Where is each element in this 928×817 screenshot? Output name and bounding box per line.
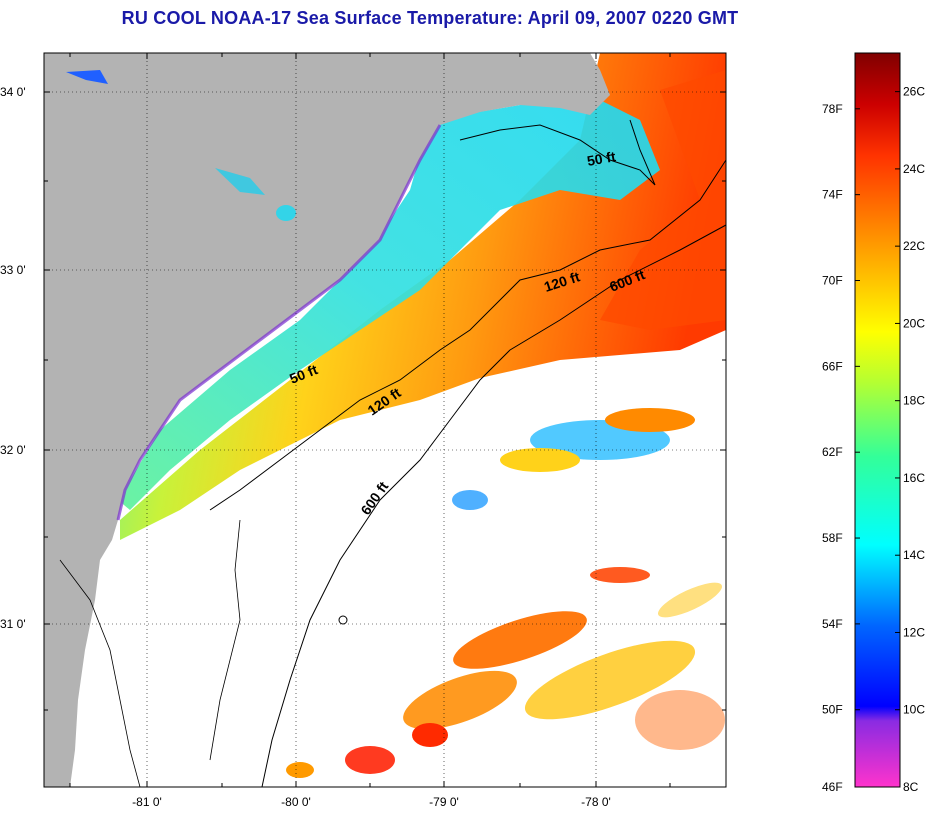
sst-patches bbox=[286, 408, 725, 778]
inland-waters-2 bbox=[215, 168, 265, 195]
lat-label-34: 34 0' bbox=[0, 85, 26, 99]
sst-nearshore-cool bbox=[118, 100, 660, 510]
map-ticks bbox=[44, 53, 726, 787]
lat-label-33: 33 0' bbox=[0, 263, 26, 277]
lat-label-32: 32 0' bbox=[0, 443, 26, 457]
grid bbox=[44, 53, 726, 787]
lat-label-31: 31 0' bbox=[0, 617, 26, 631]
land-mass bbox=[44, 53, 610, 787]
seamount-contour bbox=[338, 615, 348, 625]
lon-label-80: -80 0' bbox=[281, 795, 311, 809]
inland-lake bbox=[276, 205, 296, 221]
lon-label-81: -81 0' bbox=[132, 795, 162, 809]
inland-waters bbox=[66, 70, 108, 84]
depth-contours bbox=[59, 119, 726, 787]
lon-label-78: -78 0' bbox=[581, 795, 611, 809]
coastline-edge bbox=[116, 124, 442, 521]
lon-label-79: -79 0' bbox=[429, 795, 459, 809]
contour-label-50ft-north: 50 ft bbox=[586, 148, 617, 169]
map-frame bbox=[43, 52, 727, 788]
sst-hot-corner bbox=[600, 70, 726, 330]
map-title: RU COOL NOAA-17 Sea Surface Temperature:… bbox=[121, 8, 739, 28]
